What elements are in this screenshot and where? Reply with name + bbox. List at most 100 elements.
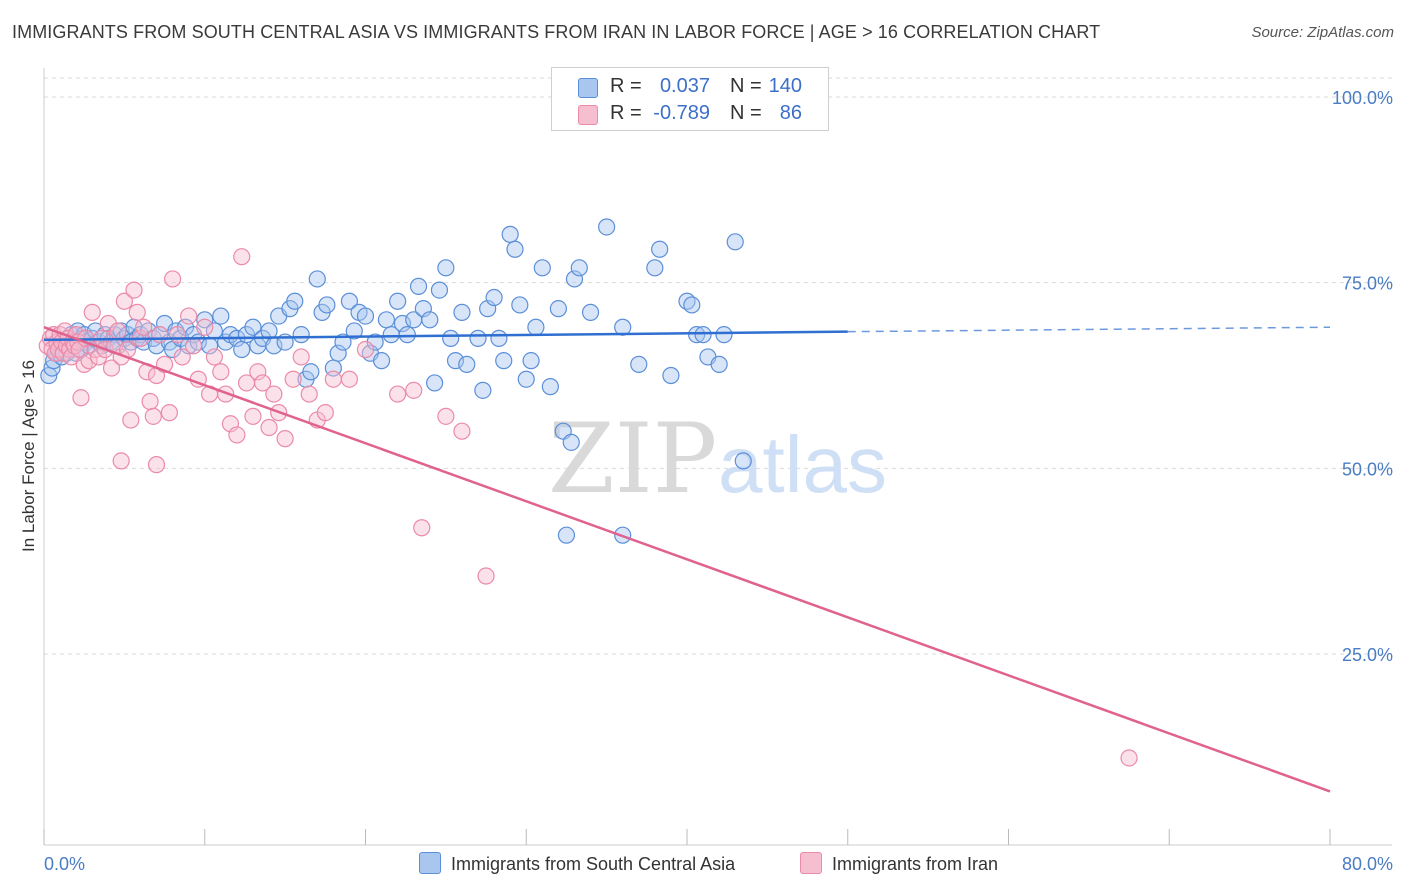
data-point-south-central-asia: [565, 270, 584, 288]
data-point-south-central-asia: [517, 370, 535, 388]
watermark: ZIP atlas: [548, 403, 887, 515]
data-point-iran: [205, 348, 223, 366]
data-point-iran: [173, 348, 191, 366]
data-point-iran: [413, 519, 431, 537]
n-value: 140: [768, 75, 802, 97]
data-point-south-central-asia: [662, 366, 680, 385]
data-point-south-central-asia: [409, 277, 428, 295]
data-point-iran: [102, 359, 121, 377]
data-point-iran: [168, 326, 187, 344]
trend-line-extension: [847, 326, 1331, 333]
data-point-south-central-asia: [292, 326, 310, 344]
data-point-iran: [254, 374, 272, 392]
series-legend: Immigrants from South Central Asia Immig…: [0, 852, 1406, 878]
n-label: N =: [730, 75, 762, 97]
data-point-south-central-asia: [244, 318, 262, 336]
data-point-iran: [405, 381, 423, 399]
data-point-south-central-asia: [511, 296, 529, 314]
data-point-south-central-asia: [458, 355, 476, 373]
data-point-south-central-asia: [485, 288, 503, 307]
data-point-iran: [1120, 749, 1138, 767]
legend-item-iran[interactable]: Immigrants from Iran: [800, 852, 998, 875]
blue-swatch: [419, 852, 441, 874]
stats-legend: R = 0.037 N = 140 R = -0.789 N = 86: [551, 67, 829, 131]
data-point-iran: [180, 307, 198, 325]
data-point-iran: [276, 430, 294, 448]
data-point-south-central-asia: [308, 270, 326, 288]
data-point-south-central-asia: [329, 344, 347, 362]
data-point-south-central-asia: [522, 352, 540, 370]
data-point-iran: [356, 340, 375, 359]
data-point-south-central-asia: [286, 292, 304, 310]
data-point-south-central-asia: [549, 300, 568, 318]
data-point-south-central-asia: [541, 378, 559, 396]
legend-row-blue: R = 0.037 N = 140: [552, 73, 828, 101]
data-point-iran: [212, 363, 230, 381]
data-point-south-central-asia: [212, 307, 230, 325]
data-point-iran: [184, 337, 203, 355]
data-point-iran: [122, 411, 140, 429]
data-point-south-central-asia: [506, 240, 524, 258]
data-point-iran: [244, 407, 262, 425]
data-point-south-central-asia: [421, 311, 439, 329]
data-point-iran: [228, 426, 246, 444]
data-point-iran: [109, 322, 127, 340]
n-value: 86: [779, 102, 802, 124]
data-point-iran: [147, 456, 166, 474]
pink-swatch: [800, 852, 822, 874]
r-value: -0.789: [653, 102, 710, 124]
data-point-south-central-asia: [495, 352, 513, 370]
data-point-south-central-asia: [318, 296, 336, 314]
x-tick-label: 80.0%: [1342, 854, 1393, 874]
data-point-iran: [141, 392, 159, 411]
data-point-south-central-asia: [557, 526, 576, 544]
data-point-iran: [265, 385, 283, 403]
x-tick-label: 0.0%: [44, 854, 85, 874]
trend-line-iran: [43, 326, 1331, 793]
data-point-iran: [324, 370, 342, 388]
data-point-iran: [128, 303, 146, 321]
chart-title: IMMIGRANTS FROM SOUTH CENTRAL ASIA VS IM…: [12, 22, 1101, 42]
pink-swatch: [578, 105, 598, 125]
data-point-south-central-asia: [356, 307, 375, 325]
data-point-south-central-asia: [688, 326, 706, 344]
data-point-iran: [144, 407, 162, 425]
data-point-iran: [72, 389, 90, 407]
blue-swatch: [578, 78, 598, 98]
data-point-south-central-asia: [437, 259, 455, 277]
source-label: Source: ZipAtlas.com: [1251, 24, 1394, 41]
n-label: N =: [730, 102, 762, 124]
legend-item-south-central-asia[interactable]: Immigrants from South Central Asia: [419, 852, 735, 875]
r-value: 0.037: [659, 75, 710, 97]
data-point-south-central-asia: [581, 303, 600, 321]
data-point-south-central-asia: [233, 340, 251, 359]
data-point-south-central-asia: [646, 259, 664, 277]
data-point-iran: [477, 567, 495, 585]
r-label: R =: [610, 75, 642, 97]
data-point-south-central-asia: [345, 322, 363, 340]
r-label: R =: [610, 102, 642, 124]
trend-line-south-central-asia: [43, 330, 848, 342]
y-tick-label: 100.0%: [1332, 88, 1393, 108]
data-point-south-central-asia: [570, 259, 588, 277]
y-tick-label: 75.0%: [1342, 274, 1393, 294]
data-point-south-central-asia: [533, 259, 551, 277]
data-point-south-central-asia: [430, 281, 449, 299]
data-point-south-central-asia: [734, 452, 752, 470]
data-point-iran: [160, 404, 178, 422]
data-point-south-central-asia: [340, 292, 359, 310]
data-point-south-central-asia: [726, 233, 744, 251]
data-point-south-central-asia: [715, 326, 733, 344]
legend-label: Immigrants from South Central Asia: [451, 854, 736, 874]
data-point-iran: [125, 281, 143, 299]
data-point-iran: [164, 270, 182, 288]
data-point-iran: [340, 370, 359, 388]
data-point-south-central-asia: [694, 326, 712, 344]
data-point-iran: [437, 407, 455, 425]
data-point-iran: [112, 452, 130, 470]
axes: [43, 68, 1392, 846]
data-point-south-central-asia: [710, 355, 728, 373]
data-point-iran: [316, 404, 334, 422]
data-point-iran: [260, 418, 278, 437]
data-point-south-central-asia: [683, 296, 701, 314]
